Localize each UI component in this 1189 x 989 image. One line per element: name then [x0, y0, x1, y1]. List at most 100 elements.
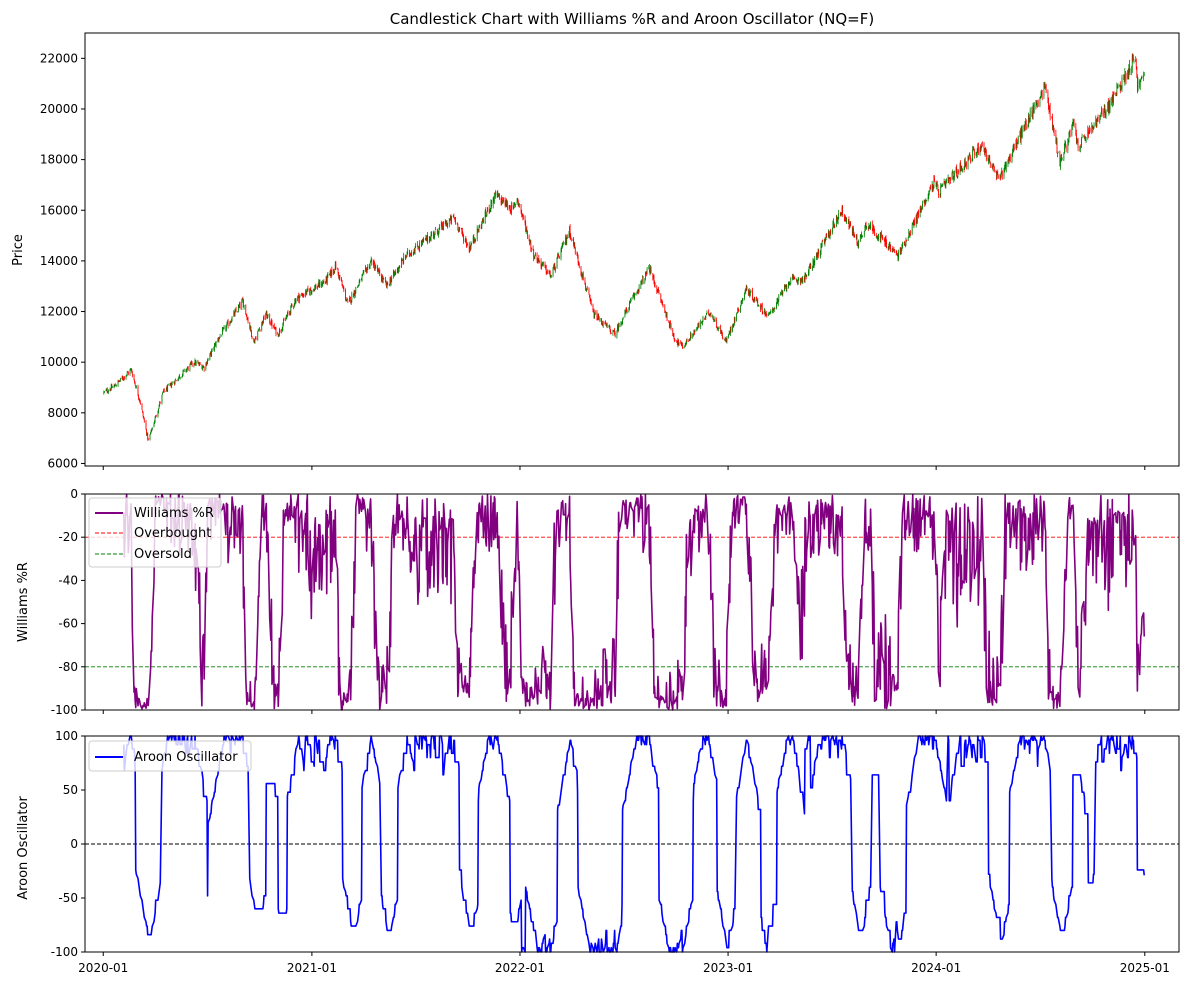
candle-body	[122, 377, 123, 380]
candle-body	[805, 273, 806, 275]
candle-body	[161, 394, 163, 403]
candle-body	[837, 218, 838, 222]
candle-body	[1025, 121, 1026, 124]
candle-body	[402, 259, 404, 264]
candle-body	[610, 333, 612, 334]
candle-body	[794, 277, 796, 280]
candle-body	[317, 286, 318, 290]
candle-body	[178, 375, 180, 378]
candle-body	[830, 230, 832, 234]
candle-body	[1113, 93, 1115, 94]
candle-body	[465, 238, 467, 241]
candle-body	[239, 303, 240, 307]
candle-body	[1143, 74, 1145, 76]
candle-body	[605, 321, 606, 324]
candle-body	[758, 305, 760, 307]
candle-body	[325, 282, 326, 284]
candle-body	[190, 362, 192, 364]
candle-body	[745, 286, 747, 291]
candle-body	[626, 308, 627, 311]
candle-body	[701, 323, 703, 324]
candle-body	[557, 255, 558, 259]
candle-body	[630, 298, 632, 300]
candle-body	[201, 364, 203, 370]
candle-body	[117, 380, 119, 386]
candle-body	[624, 311, 626, 317]
candle-body	[892, 248, 894, 250]
candle-body	[533, 251, 535, 259]
candle-body	[1091, 125, 1093, 128]
candle-body	[662, 302, 663, 305]
candle-body	[1009, 155, 1011, 161]
candle-body	[509, 207, 511, 209]
candle-body	[973, 149, 975, 151]
candle-body	[633, 295, 634, 297]
candle-body	[125, 375, 127, 379]
candle-body	[319, 281, 321, 287]
candle-body	[720, 332, 722, 334]
candle-body	[1096, 120, 1098, 127]
candle-body	[622, 317, 624, 320]
candle-body	[812, 267, 813, 270]
candle-body	[774, 308, 776, 309]
candle-body	[597, 315, 599, 320]
candle-body	[826, 235, 828, 236]
candle-body	[921, 208, 923, 209]
candle-body	[569, 227, 571, 237]
candle-body	[538, 257, 540, 261]
candle-body	[1099, 116, 1101, 123]
candle-body	[816, 253, 817, 259]
candle-body	[950, 177, 951, 181]
candle-body	[673, 333, 675, 339]
candle-body	[657, 291, 658, 293]
candle-body	[238, 306, 240, 307]
candle-body	[550, 275, 552, 277]
candle-body	[942, 184, 943, 186]
candle-body	[899, 247, 901, 254]
candle-body	[932, 188, 934, 190]
candle-body	[981, 142, 983, 147]
candle-body	[825, 235, 827, 239]
candle-body	[750, 291, 752, 293]
candle-body	[414, 250, 415, 254]
candle-body	[626, 310, 628, 312]
candle-body	[171, 382, 173, 384]
candle-body	[181, 376, 183, 378]
candle-body	[1064, 145, 1065, 154]
candle-body	[516, 198, 518, 205]
y-tick-label: -100	[51, 945, 78, 959]
candle-body	[123, 376, 125, 379]
candle-body	[1111, 97, 1113, 106]
candle-body	[1085, 138, 1086, 141]
candle-body	[321, 282, 322, 287]
candle-body	[736, 314, 737, 322]
candle-body	[454, 218, 455, 219]
candle-body	[672, 329, 674, 337]
candle-body	[243, 300, 244, 308]
candle-body	[155, 415, 157, 418]
candle-body	[829, 236, 830, 238]
candle-body	[632, 296, 634, 300]
candle-body	[533, 257, 535, 259]
candle-body	[880, 234, 882, 241]
candle-body	[890, 244, 891, 252]
candle-body	[866, 226, 867, 229]
price-y-ticks: 6000 8000 10000 12000 14000 16000 18000 20000 22…	[40, 51, 85, 470]
candle-body	[377, 266, 378, 272]
candle-body	[313, 288, 314, 291]
candle-body	[415, 244, 417, 248]
candle-body	[205, 363, 207, 370]
candle-body	[1069, 131, 1070, 134]
candle-body	[118, 381, 120, 382]
candle-body	[226, 325, 227, 330]
candle-body	[1079, 149, 1081, 150]
legend-entry-aroon: Aroon Oscillator	[134, 750, 238, 765]
candle-body	[745, 289, 747, 292]
candle-body	[928, 193, 930, 198]
candle-body	[718, 326, 720, 329]
candle-body	[452, 216, 454, 218]
candle-body	[660, 294, 662, 301]
candle-body	[988, 155, 990, 160]
candle-body	[476, 227, 478, 239]
